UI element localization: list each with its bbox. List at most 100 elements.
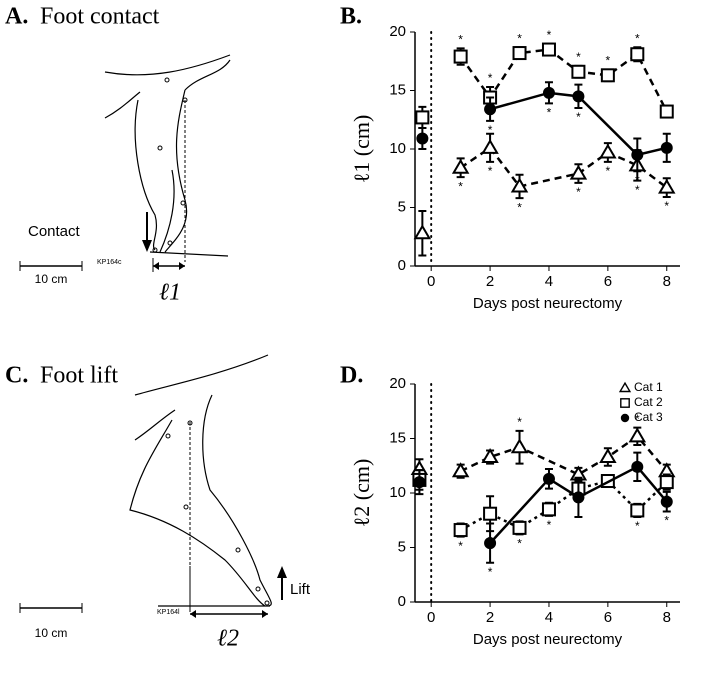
arrow-label: Lift <box>290 581 311 598</box>
marker <box>660 495 673 508</box>
x-tick-label: 4 <box>545 609 553 626</box>
marker <box>481 138 499 154</box>
scale-label: 10 cm <box>35 272 68 286</box>
marker <box>572 491 585 504</box>
series-line <box>460 479 668 532</box>
marker <box>600 68 615 83</box>
significance-marker: * <box>488 71 493 85</box>
y-tick-label: 20 <box>389 375 406 392</box>
marker <box>541 42 556 57</box>
significance-marker: * <box>517 415 522 429</box>
y-tick-label: 5 <box>398 198 406 215</box>
marker <box>510 438 529 454</box>
significance-marker: * <box>635 412 640 426</box>
marker <box>569 164 588 180</box>
marker <box>628 427 647 443</box>
joint <box>167 240 173 246</box>
significance-marker: * <box>517 31 522 45</box>
marker <box>413 476 426 489</box>
significance-marker: * <box>547 106 552 120</box>
marker <box>510 177 529 193</box>
marker <box>599 448 617 464</box>
x-tick-label: 2 <box>486 273 494 290</box>
panel-label: B. <box>340 4 362 30</box>
marker <box>631 460 644 473</box>
joint <box>164 77 170 83</box>
marker <box>415 110 430 125</box>
marker <box>453 49 468 64</box>
joint <box>165 433 171 439</box>
measure-label: ℓ1 <box>159 280 181 306</box>
joint <box>157 145 163 151</box>
tag: KP164l <box>157 609 180 616</box>
joint <box>187 420 193 426</box>
marker <box>484 103 497 116</box>
marker <box>630 503 645 518</box>
significance-marker: * <box>517 537 522 551</box>
limb-outline <box>104 54 231 257</box>
limb-inner <box>159 169 175 253</box>
diagram-a: A. Foot contact Contact KP164c ℓ1 10 cm <box>5 4 231 306</box>
y-axis-label: ℓ1 (cm) <box>349 115 374 184</box>
significance-marker: * <box>635 173 640 187</box>
marker <box>413 224 432 240</box>
y-tick-label: 20 <box>389 23 406 40</box>
significance-marker: * <box>635 183 640 197</box>
marker <box>512 46 527 61</box>
significance-marker: * <box>576 185 581 199</box>
joint <box>182 97 188 103</box>
y-tick-label: 0 <box>398 593 406 610</box>
marker <box>451 158 470 174</box>
panel-label: C. <box>5 363 28 389</box>
limb-outline <box>129 354 272 607</box>
x-tick-label: 2 <box>486 609 494 626</box>
marker <box>481 448 499 464</box>
marker <box>483 506 498 521</box>
x-axis-label: Days post neurectomy <box>473 631 623 648</box>
joint <box>180 200 186 206</box>
y-tick-label: 0 <box>398 257 406 274</box>
legend-label: Cat 2 <box>634 395 663 409</box>
x-axis-label: Days post neurectomy <box>473 295 623 312</box>
joint <box>152 247 158 253</box>
significance-marker: * <box>517 200 522 214</box>
y-tick-label: 10 <box>389 140 406 157</box>
significance-marker: * <box>458 179 463 193</box>
marker <box>451 462 470 478</box>
legend-marker <box>618 381 632 393</box>
tag: KP164c <box>97 259 122 266</box>
x-tick-label: 8 <box>663 609 671 626</box>
panel-label: A. <box>5 4 28 30</box>
legend-marker <box>620 413 630 423</box>
panel-label: D. <box>340 363 363 389</box>
marker <box>571 64 586 79</box>
marker <box>541 502 556 517</box>
x-tick-label: 6 <box>604 273 612 290</box>
x-tick-label: 0 <box>427 609 435 626</box>
y-axis-label: ℓ2 (cm) <box>349 459 374 528</box>
marker <box>453 523 468 538</box>
y-tick-label: 5 <box>398 538 406 555</box>
marker <box>542 86 555 99</box>
marker <box>572 90 585 103</box>
panel-title: Foot contact <box>40 4 160 30</box>
marker <box>659 104 674 119</box>
joint <box>255 586 261 592</box>
x-tick-label: 0 <box>427 273 435 290</box>
panel-title: Foot lift <box>40 363 118 389</box>
measure-label: ℓ2 <box>217 626 239 652</box>
significance-marker: * <box>488 164 493 178</box>
marker <box>416 132 429 145</box>
chart: D. 0 5 10 15 20 0 2 4 6 8 Days post neurectomy ℓ2 (c… <box>340 363 680 648</box>
significance-marker: * <box>606 164 611 178</box>
marker <box>630 47 645 62</box>
y-tick-label: 15 <box>389 429 406 446</box>
significance-marker: * <box>606 54 611 68</box>
marker <box>599 143 617 159</box>
significance-marker: * <box>547 28 552 42</box>
significance-marker: * <box>458 33 463 47</box>
marker <box>659 475 674 490</box>
arrow-head <box>142 240 152 252</box>
y-tick-label: 15 <box>389 81 406 98</box>
